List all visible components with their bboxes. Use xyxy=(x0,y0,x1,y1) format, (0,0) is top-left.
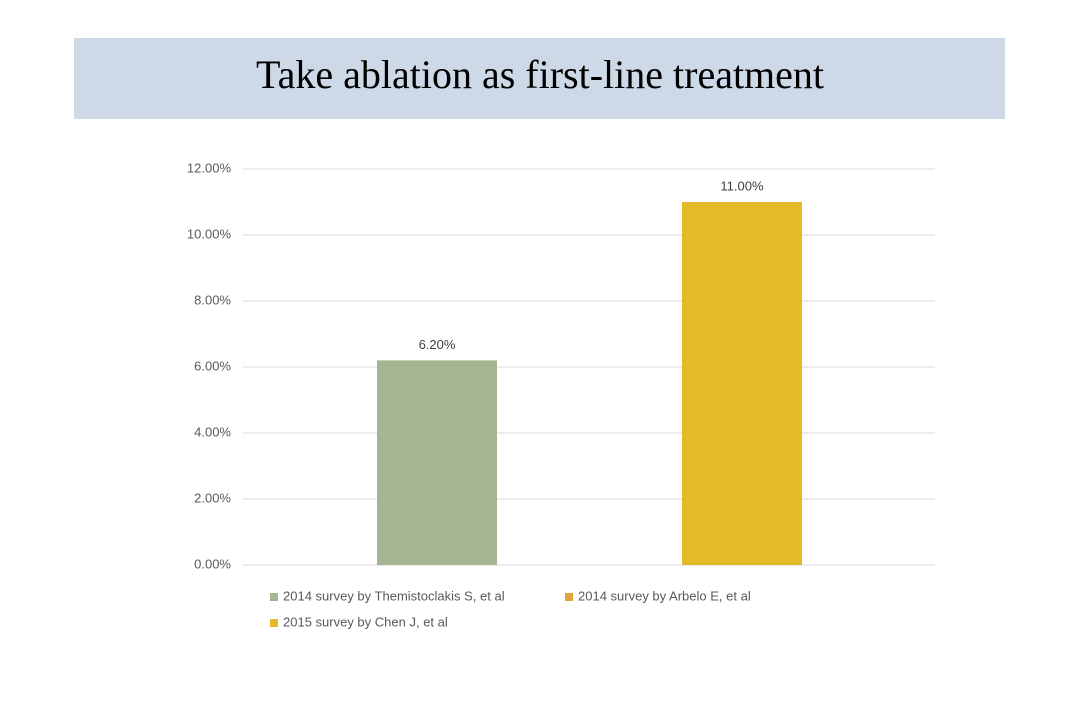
y-tick-label: 10.00% xyxy=(187,226,232,241)
legend-label: 2014 survey by Themistoclakis S, et al xyxy=(283,588,505,603)
y-tick-label: 0.00% xyxy=(194,556,231,571)
legend-label: 2014 survey by Arbelo E, et al xyxy=(578,588,751,603)
legend-swatch xyxy=(270,619,278,627)
data-label: 6.20% xyxy=(419,337,456,352)
y-tick-label: 12.00% xyxy=(187,160,232,175)
data-label: 11.00% xyxy=(720,178,764,193)
legend-swatch xyxy=(270,593,278,601)
title-banner xyxy=(74,38,1005,119)
legend-swatch xyxy=(565,593,573,601)
y-tick-label: 8.00% xyxy=(194,292,231,307)
y-tick-label: 4.00% xyxy=(194,424,231,439)
chart-title: Take ablation as first-line treatment xyxy=(256,52,824,97)
y-tick-label: 6.00% xyxy=(194,358,231,373)
bar xyxy=(377,360,497,565)
bar xyxy=(682,202,802,565)
legend-label: 2015 survey by Chen J, et al xyxy=(283,614,448,629)
y-tick-label: 2.00% xyxy=(194,490,231,505)
